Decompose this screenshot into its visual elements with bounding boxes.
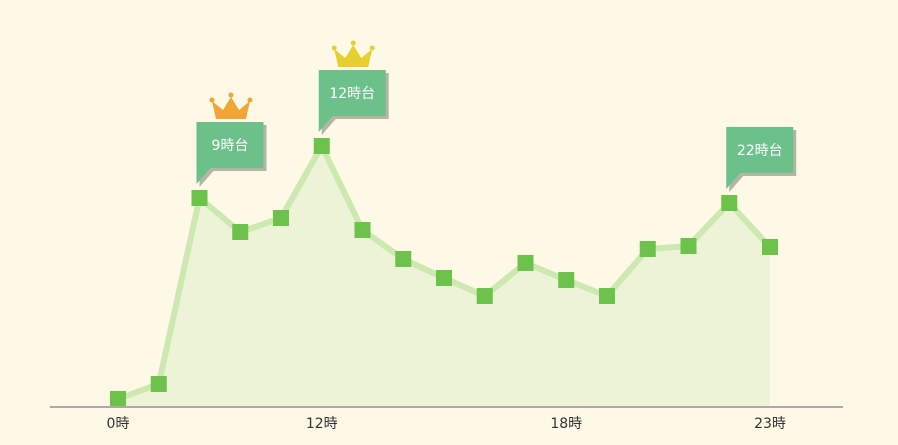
- callout-label: 9時台: [212, 138, 249, 154]
- marker: [273, 210, 289, 226]
- crown-dot: [247, 97, 253, 103]
- marker: [395, 251, 412, 267]
- x-tick-label: 12時: [306, 416, 338, 432]
- crown-dot: [209, 97, 215, 103]
- marker: [558, 272, 575, 288]
- marker: [110, 391, 126, 407]
- marker: [232, 224, 249, 240]
- callout-label: 12時台: [329, 86, 375, 102]
- marker: [191, 190, 208, 206]
- crown: [212, 97, 250, 119]
- marker: [436, 270, 452, 286]
- marker: [639, 241, 656, 257]
- marker: [517, 255, 534, 271]
- crown: [334, 45, 373, 67]
- area: [118, 146, 770, 407]
- x-tick-label: 23時: [754, 416, 786, 432]
- marker: [599, 288, 615, 304]
- crown-dot: [228, 92, 234, 98]
- crown-dot: [350, 40, 356, 46]
- marker: [762, 239, 778, 255]
- marker: [721, 195, 738, 211]
- callout: [196, 122, 264, 184]
- marker: [150, 376, 167, 392]
- crown-dot: [331, 45, 337, 51]
- x-tick-label: 0時: [107, 416, 130, 432]
- crown-dot: [369, 45, 375, 51]
- callout-label: 22時台: [737, 143, 783, 159]
- marker: [476, 288, 493, 304]
- callout: [726, 127, 794, 189]
- marker: [354, 222, 371, 238]
- callout: [318, 70, 386, 132]
- marker: [680, 238, 697, 254]
- x-tick-label: 18時: [550, 416, 582, 432]
- marker: [313, 138, 330, 154]
